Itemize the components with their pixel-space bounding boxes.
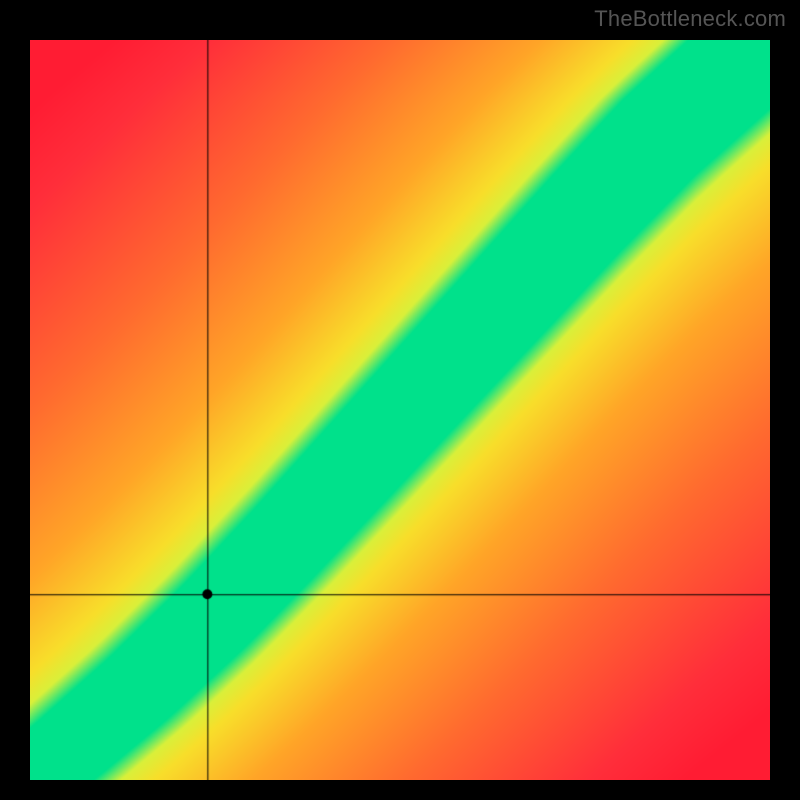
chart-container: TheBottleneck.com: [0, 0, 800, 800]
watermark-text: TheBottleneck.com: [594, 6, 786, 32]
heatmap-canvas: [30, 40, 770, 780]
heatmap-plot: [30, 40, 770, 780]
